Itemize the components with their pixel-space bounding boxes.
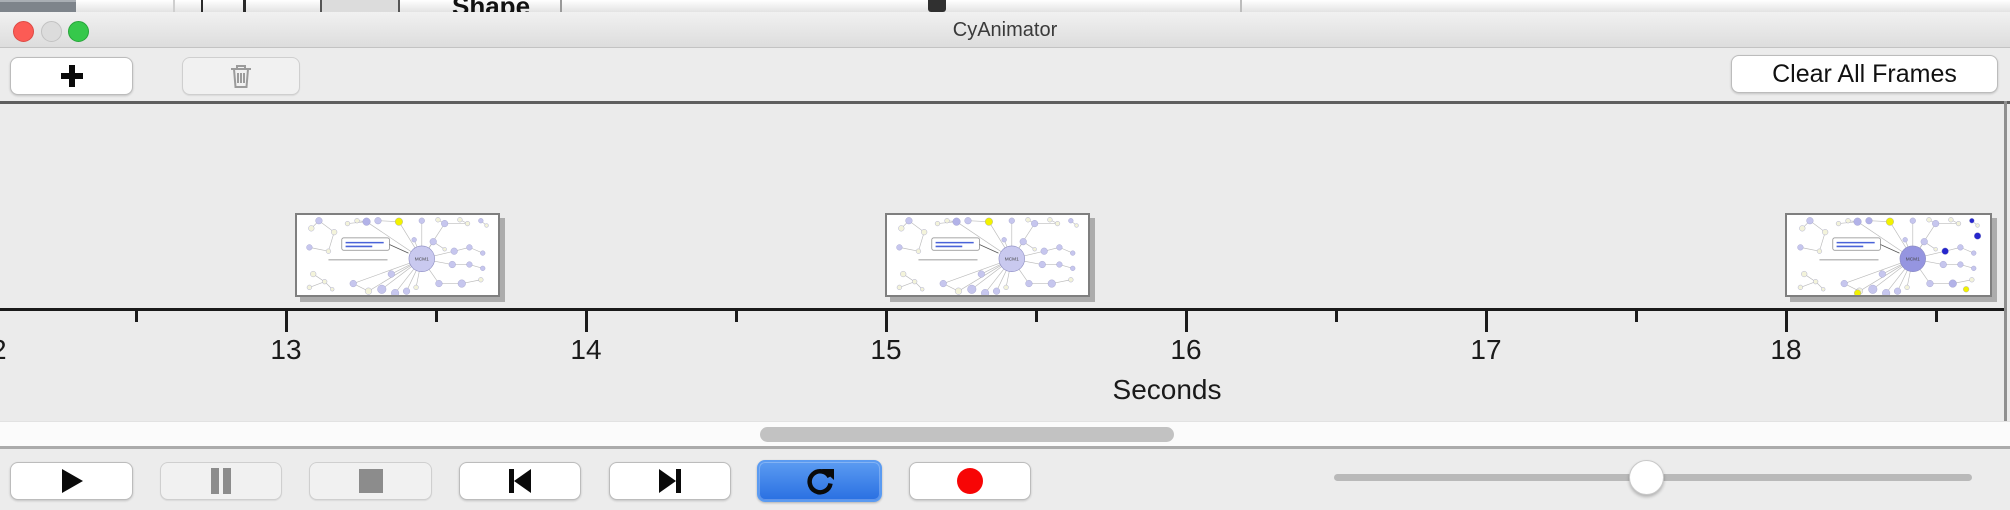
- minimize-button[interactable]: [41, 21, 62, 42]
- skip-to-start-button[interactable]: [459, 462, 581, 500]
- play-button[interactable]: [10, 462, 133, 500]
- window-title: CyAnimator: [952, 19, 1058, 41]
- background-window-strip: Shape: [0, 0, 2010, 12]
- network-graph-preview: MCM1: [896, 217, 1079, 295]
- minor-tick: [1635, 311, 1638, 322]
- zoom-button[interactable]: [68, 21, 89, 42]
- skip-to-end-button[interactable]: [609, 462, 731, 500]
- titlebar[interactable]: [0, 12, 2010, 48]
- stop-icon: [358, 469, 383, 493]
- divider: [201, 0, 203, 12]
- tick-label: 14: [570, 334, 602, 365]
- center-node-label: MCM1: [1005, 257, 1019, 263]
- tick-label: 15: [870, 334, 902, 365]
- pause-button[interactable]: [160, 462, 282, 500]
- center-node-label: MCM1: [1906, 257, 1920, 263]
- background-toolbar-fragment: [0, 0, 76, 12]
- tick-label: 18: [1770, 334, 1802, 365]
- record-button[interactable]: [909, 462, 1031, 500]
- major-tick: [585, 311, 588, 332]
- play-icon: [61, 469, 83, 493]
- panel-right-border: [2004, 101, 2007, 446]
- background-control-fragment: [928, 0, 946, 12]
- minor-tick: [1335, 311, 1338, 322]
- divider: [243, 0, 246, 12]
- frame-thumbnail[interactable]: MCM1: [295, 213, 500, 297]
- record-icon: [957, 468, 983, 494]
- timeline-axis: [0, 308, 2004, 311]
- delete-frame-button[interactable]: [182, 57, 300, 95]
- trash-icon: [231, 65, 251, 88]
- minor-tick: [135, 311, 138, 322]
- pause-icon: [211, 468, 231, 494]
- loop-icon: [806, 469, 834, 495]
- clear-all-frames-label: Clear All Frames: [1772, 59, 1957, 88]
- major-tick: [1485, 311, 1488, 332]
- plus-icon: [60, 65, 83, 87]
- minor-tick: [1035, 311, 1038, 322]
- minor-tick: [735, 311, 738, 322]
- skip-to-start-icon: [509, 469, 531, 493]
- major-tick: [285, 311, 288, 332]
- tick-label: 13: [270, 334, 302, 365]
- center-node-label: MCM1: [415, 257, 429, 263]
- stop-button[interactable]: [309, 462, 432, 500]
- frame-toolbar: Clear All Frames: [0, 48, 2010, 101]
- frame-thumbnail[interactable]: MCM1: [885, 213, 1090, 297]
- divider: [560, 0, 562, 12]
- frame-thumbnail[interactable]: MCM1: [1785, 213, 1992, 297]
- minor-tick: [435, 311, 438, 322]
- divider: [1240, 0, 1242, 12]
- close-button[interactable]: [13, 21, 34, 42]
- add-frame-button[interactable]: [10, 57, 133, 95]
- divider: [173, 0, 175, 12]
- animation-speed-slider-thumb[interactable]: [1629, 460, 1665, 495]
- major-tick: [1185, 311, 1188, 332]
- network-graph-preview: MCM1: [306, 217, 489, 295]
- tick-label: 16: [1170, 334, 1202, 365]
- minor-tick: [1935, 311, 1938, 322]
- timeline-hscrollbar-thumb[interactable]: [760, 427, 1174, 442]
- major-tick: [885, 311, 888, 332]
- network-graph-preview: MCM1: [1797, 217, 1982, 295]
- timeline-unit-label: Seconds: [1112, 374, 1222, 405]
- loop-button[interactable]: [757, 460, 882, 502]
- skip-to-end-icon: [659, 469, 681, 493]
- tick-label-12-clipped: 2: [0, 334, 31, 366]
- tick-label: 17: [1470, 334, 1502, 365]
- major-tick: [1785, 311, 1788, 332]
- background-shape-label: Shape: [452, 0, 530, 12]
- clear-all-frames-button[interactable]: Clear All Frames: [1731, 55, 1998, 93]
- background-control-fragment: [320, 0, 400, 12]
